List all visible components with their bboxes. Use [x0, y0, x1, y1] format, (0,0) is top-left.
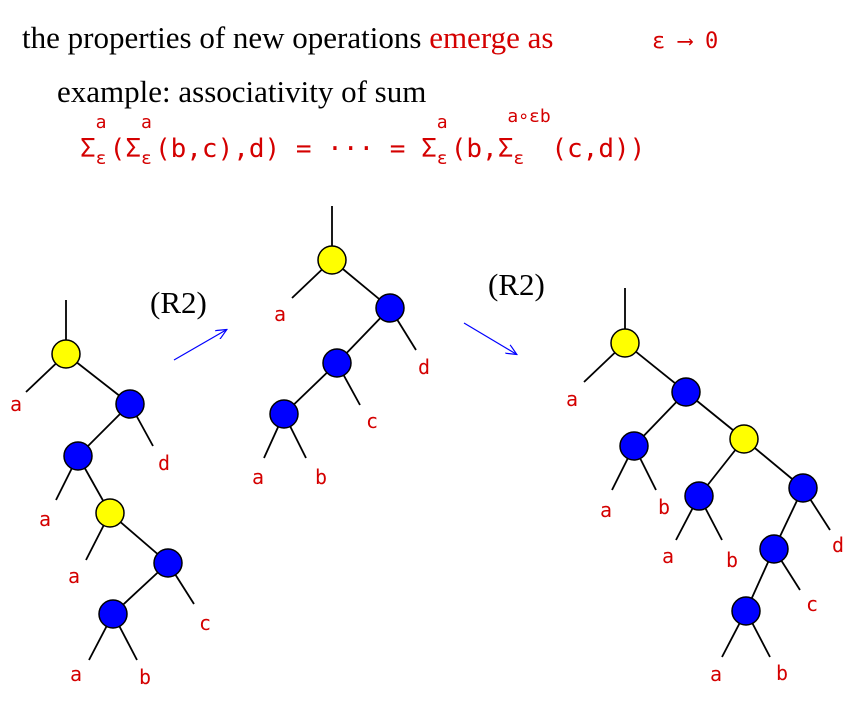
arrow-left-label: (R2) — [150, 285, 207, 320]
tree-left-label: a — [70, 662, 82, 686]
formula-right-sup: a — [436, 112, 448, 133]
arrow-left — [173, 330, 226, 361]
tree-right-label: d — [832, 533, 844, 557]
tree-left-nodes — [51, 339, 183, 629]
formula-right-args: (b, — [450, 134, 498, 164]
tree-right-label: b — [726, 548, 738, 572]
tree-right-label: a — [710, 662, 722, 686]
tree-right-node-dilation-2 — [619, 431, 649, 461]
tree-left-label: d — [158, 451, 170, 475]
tree-middle-node-dilation-1 — [375, 293, 405, 323]
formula-inner-args: (b,c),d) — [154, 134, 281, 164]
tree-middle-node-dilation-3 — [269, 399, 299, 429]
tree-right-node-dilation-1 — [671, 377, 701, 407]
formula-right-inner-args: (c,d)) — [551, 134, 646, 164]
header-line1: the properties of new operations emerge … — [22, 20, 553, 56]
formula-right-inner-sup: a∘εb — [507, 106, 551, 127]
arrow-right — [463, 322, 516, 354]
tree-right-labels: a a b a b d c a b — [566, 387, 844, 686]
tree-middle-label: c — [366, 409, 378, 433]
tree-right-node-dilation-3 — [684, 481, 714, 511]
tree-left-label: a — [68, 564, 80, 588]
tree-left-node-sum-inner — [95, 498, 125, 528]
arrow-right-label: (R2) — [488, 267, 545, 302]
tree-right-label: a — [600, 498, 612, 522]
tree-left-node-dilation-4 — [98, 599, 128, 629]
tree-middle-labels: a d c a b — [252, 302, 430, 489]
formula-left-sigma: Σ — [80, 134, 96, 164]
tree-left-node-dilation-3 — [153, 548, 183, 578]
tree-right-node-dilation-6 — [731, 596, 761, 626]
header-line1-red: emerge as — [429, 20, 554, 55]
formula-left-paren: ( — [109, 134, 126, 164]
tree-right-label: a — [566, 387, 578, 411]
tree-right-node-sum-root — [610, 328, 640, 358]
header-line2: example: associativity of sum — [57, 74, 427, 109]
limit-symbol: ε ⟶ 0 — [652, 29, 719, 54]
header-line1-black: the properties of new operations — [22, 20, 422, 55]
formula-inner-sigma: Σ — [125, 134, 141, 164]
tree-right-label: c — [806, 592, 818, 616]
tree-middle-label: d — [418, 355, 430, 379]
formula-left-sub: ε — [95, 148, 107, 169]
tree-left-label: a — [39, 507, 51, 531]
tree-right-node-dilation-5 — [759, 534, 789, 564]
tree-right-node-dilation-4 — [788, 473, 818, 503]
formula-right-inner-sigma: Σ — [497, 134, 514, 164]
tree-right-nodes — [610, 328, 818, 626]
tree-left-node-dilation-2 — [63, 441, 93, 471]
tree-right-label: a — [662, 544, 674, 568]
tree-left-label: c — [199, 611, 211, 635]
tree-right-node-sum-inner — [729, 424, 759, 454]
tree-right-label: b — [658, 495, 670, 519]
tree-right-label: b — [776, 661, 788, 685]
formula-right-inner-sub: ε — [513, 148, 525, 169]
tree-middle-nodes — [269, 245, 405, 429]
tree-left-node-sum-root — [51, 339, 81, 369]
tree-left-label: a — [10, 392, 22, 416]
formula-inner-sub: ε — [140, 148, 152, 169]
tree-left-node-dilation-1 — [115, 389, 145, 419]
tree-middle-label: b — [315, 465, 327, 489]
formula-right-sub: ε — [436, 148, 448, 169]
formula-left-sup: a — [95, 112, 107, 133]
tree-middle-label: a — [252, 465, 264, 489]
tree-middle-node-sum-root — [317, 245, 347, 275]
tree-middle-label: a — [274, 302, 286, 326]
tree-middle-node-dilation-2 — [322, 348, 352, 378]
tree-left-label: b — [139, 665, 151, 689]
formula-right-sigma: Σ — [421, 134, 437, 164]
formula-middle: = ··· = — [280, 134, 422, 164]
tree-left-labels: a d a a c a b — [10, 392, 211, 689]
formula-inner-sup: a — [140, 112, 152, 133]
